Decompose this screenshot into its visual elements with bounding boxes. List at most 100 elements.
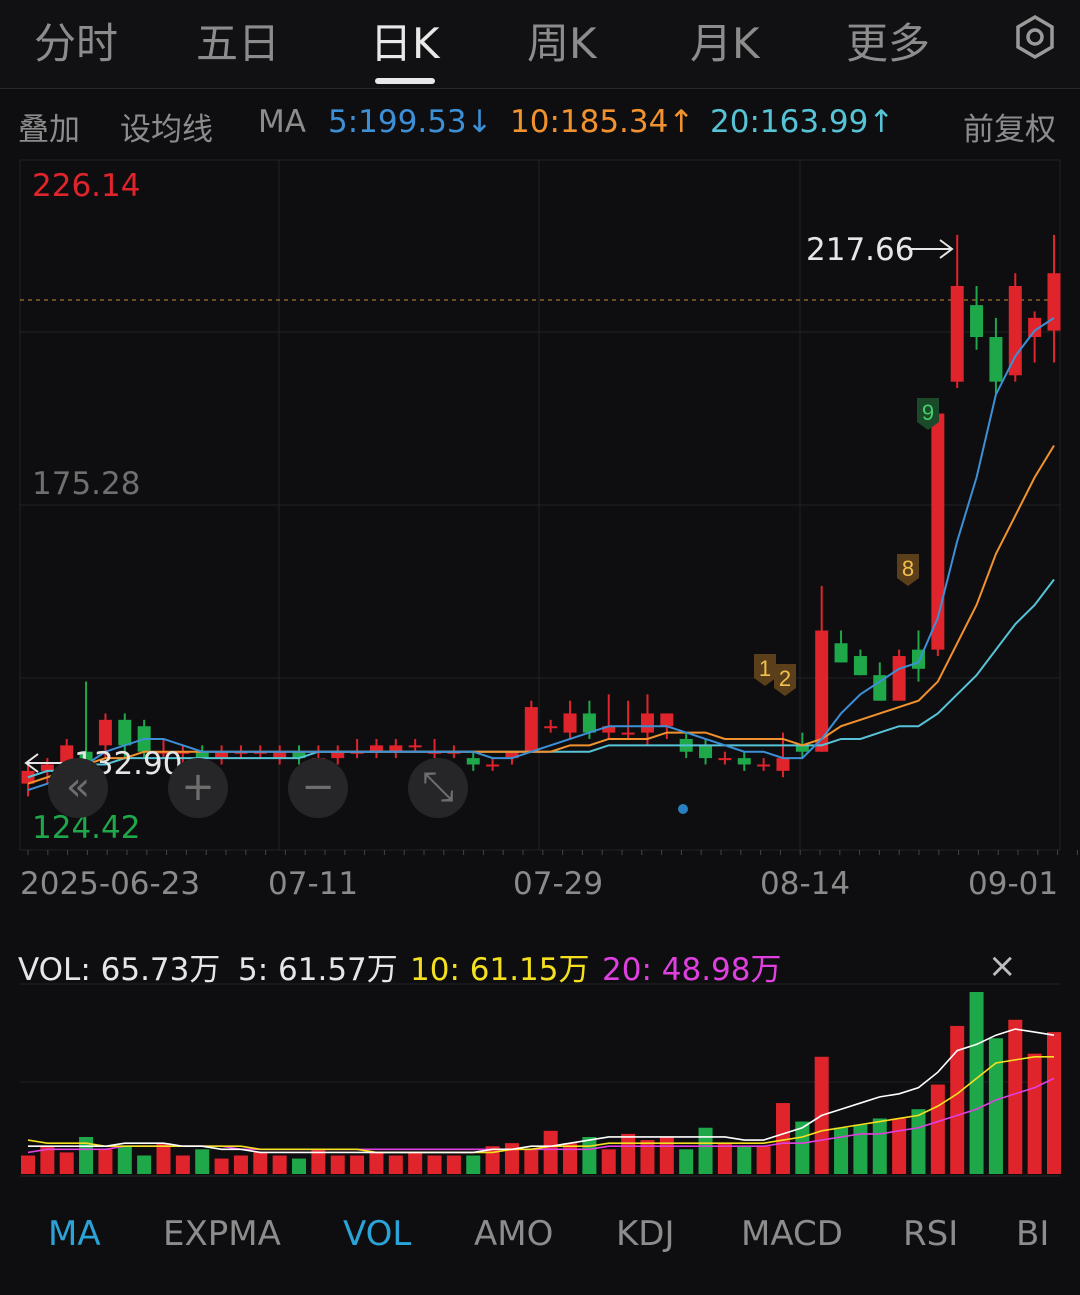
fullscreen-button[interactable]: ⤡ bbox=[408, 758, 468, 818]
indicator-amo[interactable]: AMO bbox=[474, 1214, 554, 1254]
candle-body bbox=[621, 732, 635, 735]
date-label: 08-14 bbox=[760, 866, 851, 902]
high-price-label: 217.66 bbox=[806, 232, 915, 268]
candle-body bbox=[834, 643, 848, 663]
candle-body bbox=[292, 751, 306, 759]
settings-icon[interactable] bbox=[1012, 14, 1058, 60]
volume-bar bbox=[369, 1152, 384, 1174]
period-tabs: 分时 五日 日K 周K 月K 更多 bbox=[0, 0, 1080, 89]
candle-body bbox=[466, 758, 480, 765]
candle-body bbox=[815, 630, 829, 752]
volume-ma20: 20: 48.98万 bbox=[602, 952, 782, 988]
candle-body bbox=[215, 751, 229, 759]
zoom-out-button[interactable]: − bbox=[288, 758, 348, 818]
volume-bar bbox=[969, 992, 984, 1174]
volume-bar bbox=[988, 1038, 1003, 1174]
candle-body bbox=[369, 745, 383, 752]
volume-bar bbox=[40, 1146, 55, 1174]
date-label: 07-11 bbox=[268, 866, 359, 902]
volume-bars bbox=[21, 992, 1061, 1174]
signal-badge-2[interactable]: 2 bbox=[772, 662, 798, 698]
candle-body bbox=[737, 758, 751, 765]
candle-body bbox=[718, 758, 732, 761]
candle-body bbox=[660, 713, 674, 727]
volume-bar bbox=[756, 1146, 771, 1174]
volume-bar bbox=[233, 1155, 248, 1174]
indicator-rsi[interactable]: RSI bbox=[903, 1214, 959, 1254]
volume-bar bbox=[272, 1155, 287, 1174]
candle-body bbox=[40, 764, 54, 771]
candle-body bbox=[989, 337, 1003, 382]
candle-body bbox=[273, 751, 287, 759]
signal-badge-1[interactable]: 1 bbox=[752, 652, 778, 688]
signal-badge-8[interactable]: 8 bbox=[895, 552, 921, 588]
indicator-ma[interactable]: MA bbox=[48, 1214, 101, 1254]
tab-monthly-k[interactable]: 月K bbox=[690, 19, 760, 68]
candle-body bbox=[640, 713, 654, 733]
ma10-line bbox=[27, 444, 1055, 785]
indicator-expma[interactable]: EXPMA bbox=[163, 1214, 281, 1254]
set-ma-button[interactable]: 设均线 bbox=[120, 112, 213, 148]
volume-bar bbox=[679, 1149, 694, 1174]
volume-bar bbox=[640, 1140, 655, 1174]
volume-bar bbox=[543, 1130, 558, 1174]
signal-badge-9[interactable]: 9 bbox=[915, 396, 941, 432]
volume-bar bbox=[98, 1149, 113, 1174]
volume-bar bbox=[350, 1155, 365, 1174]
volume-bar bbox=[582, 1136, 597, 1174]
date-label: 2025-06-23 bbox=[20, 866, 201, 902]
ma10-value: 10:185.34↑ bbox=[510, 104, 695, 140]
price-axis-mid: 175.28 bbox=[32, 466, 141, 502]
volume-bar bbox=[872, 1118, 887, 1174]
volume-bar bbox=[466, 1155, 481, 1174]
overlay-button[interactable]: 叠加 bbox=[18, 112, 80, 148]
indicator-vol[interactable]: VOL bbox=[343, 1214, 412, 1254]
active-tab-indicator bbox=[375, 78, 435, 84]
svg-text:2: 2 bbox=[779, 666, 791, 691]
candle-body bbox=[892, 656, 906, 701]
candle-body bbox=[776, 758, 790, 771]
candles bbox=[21, 234, 1061, 797]
volume-bar bbox=[601, 1149, 616, 1174]
indicator-kdj[interactable]: KDJ bbox=[616, 1214, 675, 1254]
volume-bar bbox=[563, 1143, 578, 1174]
volume-bar bbox=[117, 1146, 132, 1174]
tab-weekly-k[interactable]: 周K bbox=[527, 19, 597, 68]
volume-bar bbox=[1047, 1032, 1061, 1174]
volume-chart[interactable] bbox=[0, 980, 1080, 1180]
tab-five-day[interactable]: 五日 bbox=[196, 19, 281, 68]
volume-bar bbox=[253, 1152, 268, 1174]
price-axis-top: 226.14 bbox=[32, 168, 141, 204]
volume-bar bbox=[795, 1121, 810, 1174]
volume-bar bbox=[834, 1127, 849, 1174]
candle-body bbox=[853, 656, 867, 676]
volume-bar bbox=[950, 1025, 965, 1174]
scroll-back-button[interactable]: « bbox=[48, 758, 108, 818]
candle-body bbox=[544, 726, 558, 729]
volume-bar bbox=[930, 1084, 945, 1174]
candlestick-chart[interactable] bbox=[0, 150, 1080, 860]
vol-ma5-line bbox=[28, 1028, 1055, 1154]
candle-body bbox=[757, 764, 771, 767]
tab-intraday[interactable]: 分时 bbox=[34, 19, 119, 68]
candle-body bbox=[118, 719, 132, 746]
tab-daily-k[interactable]: 日K bbox=[370, 19, 440, 68]
candle-body bbox=[1047, 273, 1061, 331]
svg-text:1: 1 bbox=[759, 656, 771, 681]
svg-text:8: 8 bbox=[902, 556, 914, 581]
zoom-in-button[interactable]: + bbox=[168, 758, 228, 818]
ma-label: MA bbox=[258, 104, 306, 140]
indicator-bias[interactable]: BI bbox=[1016, 1214, 1050, 1254]
volume-bar bbox=[911, 1109, 926, 1174]
candle-body bbox=[1028, 317, 1042, 338]
ma5-line bbox=[27, 317, 1055, 791]
adjust-button[interactable]: 前复权 bbox=[963, 112, 1056, 148]
volume-bar bbox=[214, 1158, 229, 1174]
volume-bar bbox=[137, 1155, 152, 1174]
close-volume-icon[interactable]: × bbox=[988, 946, 1017, 986]
candle-body bbox=[795, 745, 809, 752]
volume-ma5: 5: 61.57万 bbox=[238, 952, 398, 988]
indicator-macd[interactable]: MACD bbox=[741, 1214, 843, 1254]
tab-more[interactable]: 更多 bbox=[846, 19, 931, 68]
volume-bar bbox=[698, 1127, 713, 1174]
